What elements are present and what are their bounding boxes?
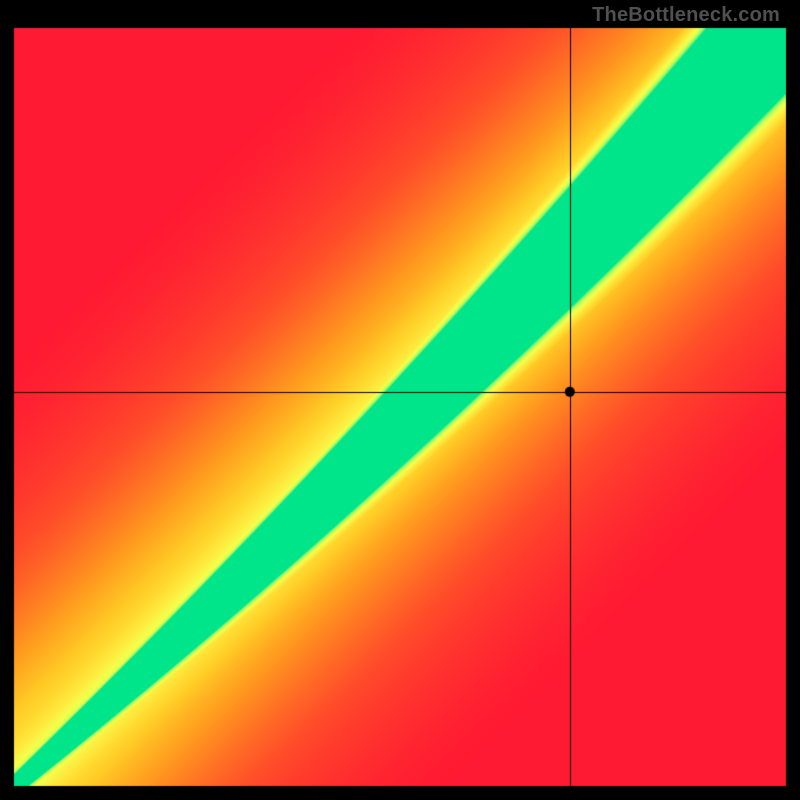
watermark-text: TheBottleneck.com (592, 4, 780, 27)
bottleneck-heatmap (0, 0, 800, 800)
chart-container: TheBottleneck.com (0, 0, 800, 800)
